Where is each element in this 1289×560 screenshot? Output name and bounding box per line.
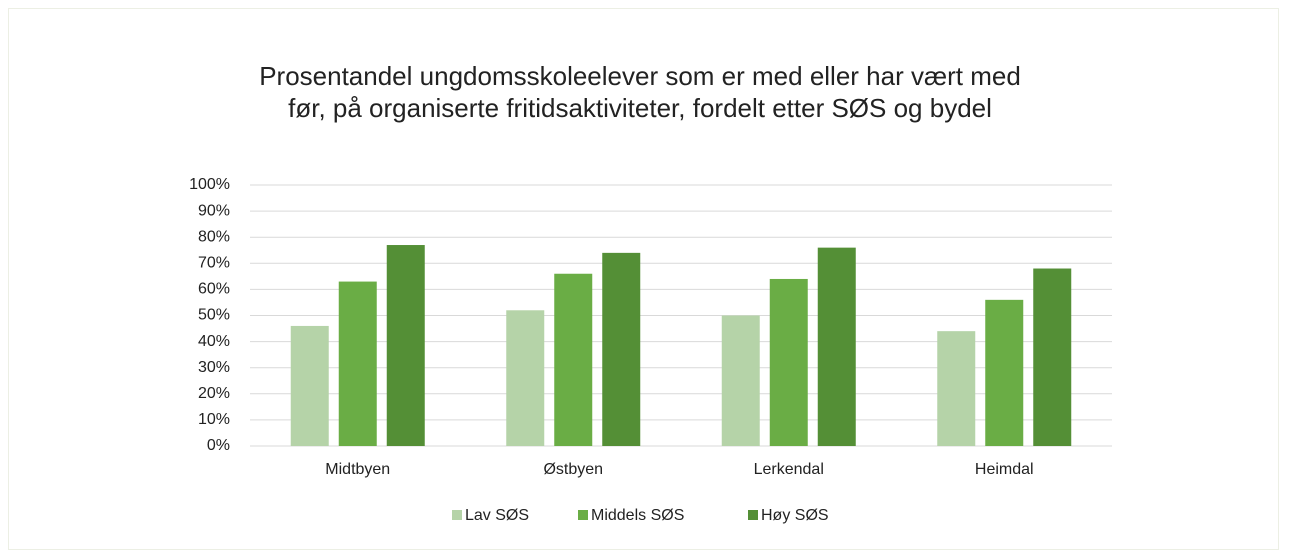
x-tick-label: Østbyen [543,461,603,478]
chart-title: Prosentandel ungdomsskoleelever som er m… [259,61,1021,123]
x-tick-label: Heimdal [975,461,1034,478]
y-tick-label: 10% [198,411,230,428]
bar [290,325,329,446]
legend-swatch [748,510,758,520]
y-tick-label: 50% [198,307,230,324]
chart-frame [8,8,1279,550]
bar [554,273,593,446]
y-tick-label: 40% [198,333,230,350]
legend-swatch [578,510,588,520]
y-tick-label: 30% [198,359,230,376]
bar [985,299,1024,446]
y-tick-label: 20% [198,385,230,402]
y-tick-label: 80% [198,228,230,245]
bar [817,247,856,446]
y-tick-label: 70% [198,255,230,272]
legend-label: Lav SØS [465,507,529,524]
y-tick-label: 90% [198,202,230,219]
x-tick-label: Lerkendal [754,461,824,478]
y-tick-label: 60% [198,281,230,298]
bar [338,281,377,446]
y-tick-label: 100% [189,176,230,193]
bar [602,252,641,446]
x-tick-label: Midtbyen [325,461,390,478]
bar [721,315,760,446]
bar [769,278,808,446]
bar [506,310,545,446]
bar [386,245,425,446]
bar [1033,268,1072,446]
legend-label: Høy SØS [761,507,829,524]
legend-label: Middels SØS [591,507,684,524]
legend-swatch [452,510,462,520]
y-tick-label: 0% [207,437,230,454]
bar [937,331,976,446]
